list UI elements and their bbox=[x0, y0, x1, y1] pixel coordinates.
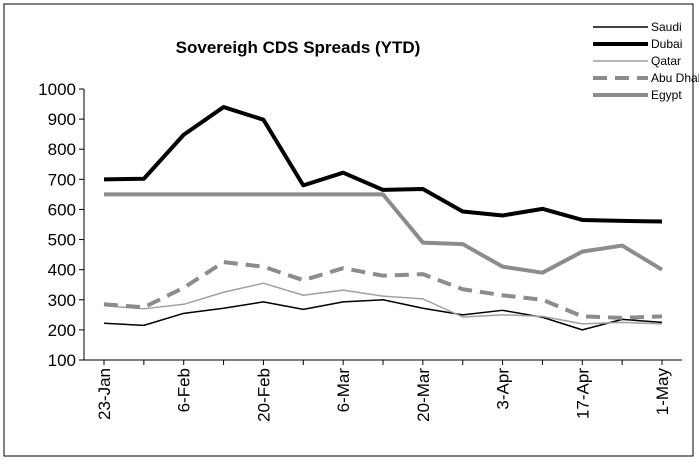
chart-border bbox=[3, 3, 694, 457]
y-tick-label: 700 bbox=[48, 170, 76, 189]
line-series bbox=[103, 299, 663, 331]
legend-label: Egypt bbox=[651, 88, 682, 102]
y-tick-label: 500 bbox=[48, 231, 76, 250]
line-series bbox=[103, 282, 663, 325]
x-tick-label: 20-Feb bbox=[254, 368, 273, 422]
y-tick-label: 300 bbox=[48, 291, 76, 310]
y-tick-label: 100 bbox=[48, 351, 76, 370]
y-tick-label: 900 bbox=[48, 110, 76, 129]
y-tick-label: 1000 bbox=[38, 80, 76, 99]
line-series bbox=[103, 105, 663, 224]
x-tick-label: 20-Mar bbox=[414, 368, 433, 422]
legend-label: Saudi bbox=[651, 20, 682, 34]
y-tick-label: 600 bbox=[48, 200, 76, 219]
line-series bbox=[103, 260, 663, 320]
chart-title: Sovereigh CDS Spreads (YTD) bbox=[176, 38, 421, 57]
x-tick-label: 6-Feb bbox=[175, 368, 194, 412]
line-series bbox=[104, 192, 664, 275]
y-tick-label: 400 bbox=[48, 261, 76, 280]
x-tick-label: 1-May bbox=[653, 368, 672, 416]
legend-label: Dubai bbox=[651, 37, 682, 51]
legend-label: Qatar bbox=[651, 54, 681, 68]
y-tick-label: 200 bbox=[48, 321, 76, 340]
y-tick-label: 800 bbox=[48, 140, 76, 159]
x-tick-label: 3-Apr bbox=[494, 368, 513, 410]
x-tick-label: 6-Mar bbox=[334, 368, 353, 413]
x-tick-label: 17-Apr bbox=[573, 368, 592, 419]
x-tick-label: 23-Jan bbox=[95, 368, 114, 420]
legend-label: Abu Dhabi bbox=[651, 71, 699, 85]
